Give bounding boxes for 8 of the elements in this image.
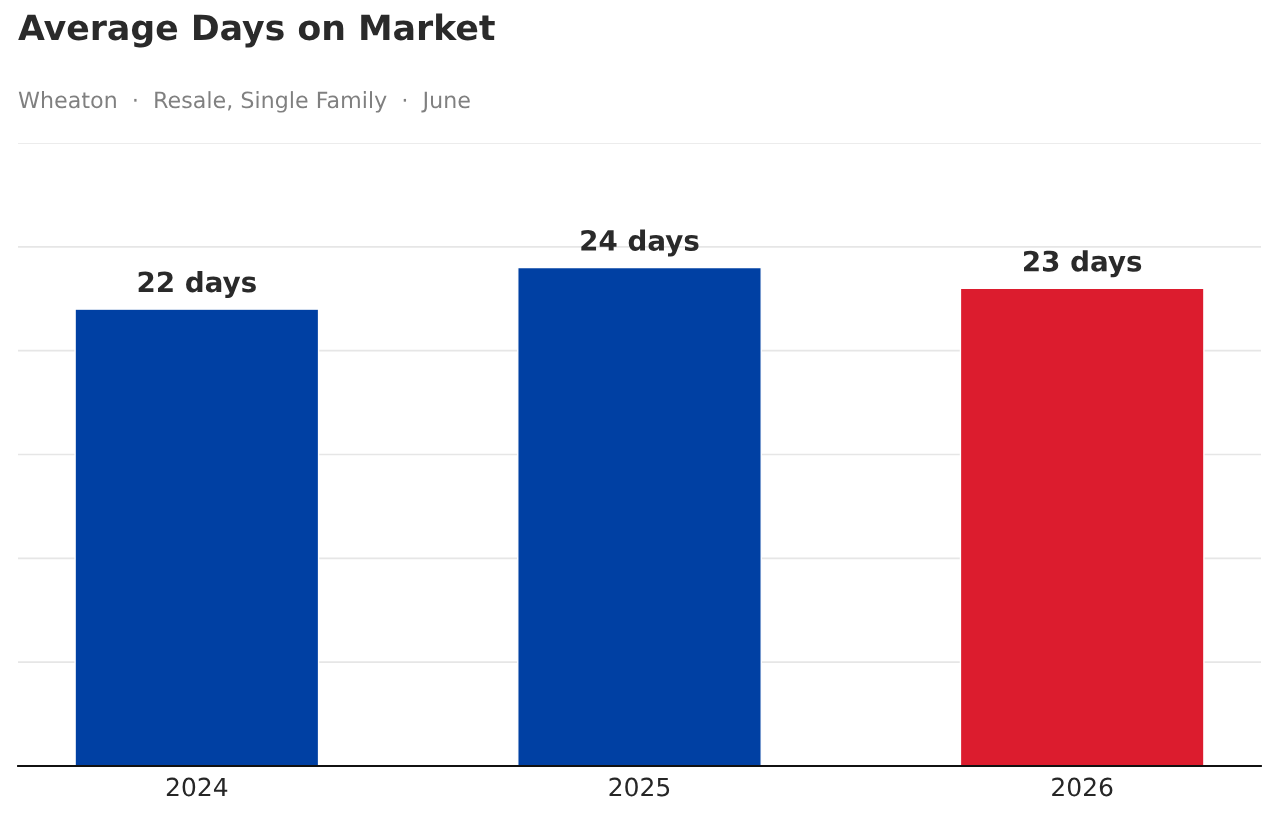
chart-title: Average Days on Market — [18, 13, 495, 48]
data-label: 22 days — [138, 270, 256, 299]
data-label: 24 days — [581, 229, 699, 257]
x-tick-label: 2024 — [166, 777, 228, 797]
data-label: 23 days — [1024, 250, 1142, 278]
x-tick-label: 2025 — [609, 777, 670, 797]
x-tick-label: 2026 — [1052, 777, 1113, 797]
chart-subtitle: Wheaton · Resale, Single Family · June — [18, 91, 470, 113]
